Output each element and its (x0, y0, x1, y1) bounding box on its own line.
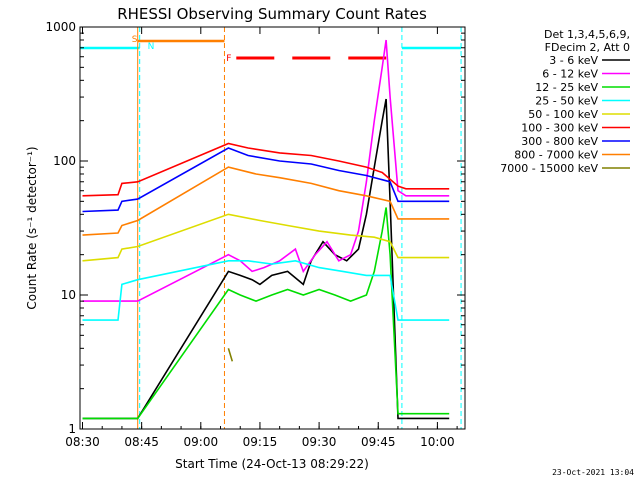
legend-label: 300 - 800 keV (521, 135, 598, 148)
legend-label: 3 - 6 keV (549, 54, 598, 67)
legend-label: 12 - 25 keV (535, 81, 598, 94)
chart-title: RHESSI Observing Summary Count Rates (117, 5, 427, 23)
legend-label: 7000 - 15000 keV (500, 162, 598, 175)
x-tick-label: 09:15 (243, 435, 278, 449)
legend-label: 6 - 12 keV (542, 68, 598, 81)
series-line (82, 213, 450, 262)
series-line (227, 348, 234, 362)
legend-header: Det 1,3,4,5,6,9, (544, 28, 630, 41)
series-line (82, 147, 450, 213)
legend: Det 1,3,4,5,6,9,FDecim 2, Att 03 - 6 keV… (500, 28, 630, 175)
x-tick-label: 08:30 (65, 435, 100, 449)
y-tick-label: 1000 (45, 20, 76, 34)
x-tick-label: 09:45 (361, 435, 396, 449)
x-tick-label: 09:00 (184, 435, 219, 449)
series-line (82, 39, 450, 302)
series-line (82, 98, 450, 420)
series-line (82, 207, 450, 420)
x-tick-label: 10:00 (420, 435, 455, 449)
flag-label: S (132, 35, 138, 45)
x-tick-label: 08:45 (124, 435, 159, 449)
legend-label: 50 - 100 keV (528, 108, 598, 121)
series-line (82, 142, 450, 197)
legend-label: 25 - 50 keV (535, 95, 598, 108)
y-tick-label: 10 (61, 288, 76, 302)
y-tick-label: 100 (53, 154, 76, 168)
flag-label: N (148, 42, 155, 52)
x-tick-label: 09:30 (302, 435, 337, 449)
plot-frame (79, 26, 466, 430)
series-line (82, 259, 450, 321)
flag-label: F (226, 54, 231, 64)
y-tick-label: 1 (68, 422, 76, 436)
legend-label: 100 - 300 keV (521, 122, 598, 135)
series-line (82, 166, 450, 236)
y-axis-label: Count Rate (s⁻¹ detector⁻¹) (25, 146, 39, 309)
x-axis-label: Start Time (24-Oct-13 08:29:22) (175, 457, 369, 471)
legend-label: 800 - 7000 keV (514, 149, 598, 162)
legend-header: FDecim 2, Att 0 (545, 41, 630, 54)
footer-timestamp: 23-Oct-2021 13:04 (552, 468, 634, 477)
